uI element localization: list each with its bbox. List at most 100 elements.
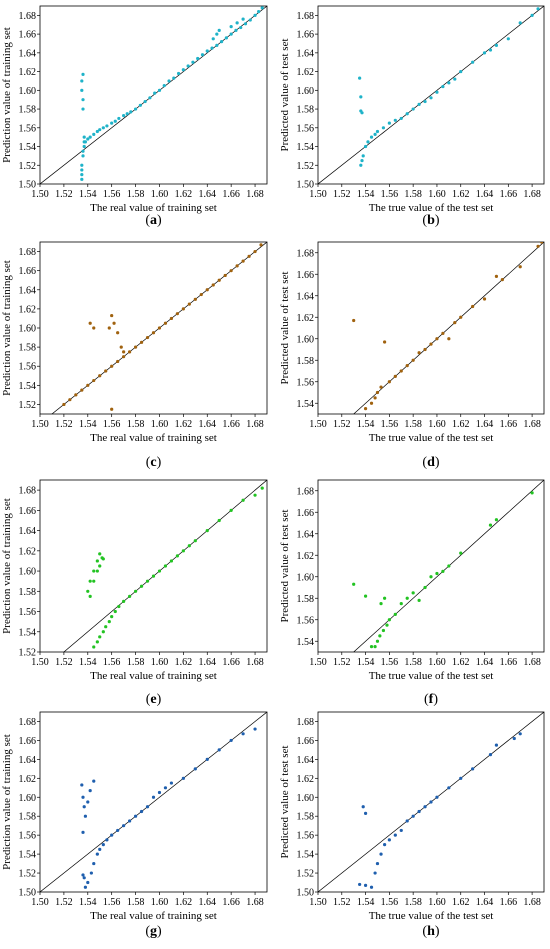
data-point	[98, 128, 102, 132]
data-point	[381, 126, 386, 130]
data-point	[488, 48, 493, 52]
data-point	[116, 828, 120, 833]
y-tick-label: 1.68	[19, 717, 37, 728]
x-tick-label: 1.56	[103, 189, 121, 200]
x-axis-label: The true value of the test set	[369, 910, 494, 922]
data-point	[86, 800, 90, 804]
x-tick-label: 1.50	[31, 897, 49, 908]
data-point	[241, 498, 245, 502]
x-tick-label: 1.56	[103, 419, 121, 430]
data-point	[369, 645, 374, 649]
x-tick-label: 1.60	[428, 189, 446, 200]
y-tick-label: 1.64	[297, 755, 315, 766]
data-point	[122, 824, 126, 828]
data-point	[193, 539, 197, 543]
data-point	[482, 297, 487, 301]
data-point	[363, 883, 368, 887]
data-point	[80, 163, 84, 167]
y-tick-label: 1.56	[297, 377, 315, 388]
data-point	[405, 819, 409, 823]
data-point	[162, 84, 166, 88]
x-tick-label: 1.62	[175, 189, 193, 200]
panel-f: 1.50 1.52 1.54 1.56 1.58 1.60 1.62 1.64 1.66 1.68…	[279, 479, 545, 707]
x-tick-label: 1.66	[500, 189, 518, 200]
panel-caption: (c)	[146, 455, 162, 470]
y-tick-label: 1.54	[297, 142, 315, 153]
data-point	[92, 569, 96, 573]
y-tick-label: 1.56	[297, 831, 315, 842]
data-point	[200, 53, 205, 57]
data-point	[360, 111, 364, 115]
y-tick-label: 1.60	[297, 793, 315, 804]
data-point	[518, 732, 522, 736]
panel-caption: (h)	[422, 924, 439, 939]
y-tick-label: 1.60	[19, 567, 37, 578]
x-tick-label: 1.62	[452, 657, 470, 668]
data-point	[494, 743, 499, 747]
data-point	[453, 77, 457, 81]
series-points	[358, 7, 540, 167]
data-point	[122, 599, 126, 604]
y-tick-label: 1.58	[297, 812, 315, 823]
data-point	[241, 259, 245, 263]
y-tick-label: 1.58	[297, 356, 315, 367]
data-point	[447, 564, 451, 568]
x-tick-label: 1.54	[79, 897, 97, 908]
x-tick-label: 1.68	[246, 897, 264, 908]
data-point	[482, 51, 487, 55]
x-tick-label: 1.62	[452, 419, 470, 430]
data-point	[92, 378, 96, 383]
x-axis-label: The true value of the test set	[369, 670, 494, 682]
y-tick-label: 1.58	[19, 587, 37, 598]
x-axis-label: The real value of training set	[90, 670, 217, 682]
data-point	[393, 612, 397, 616]
data-point	[122, 350, 126, 354]
x-tick-label: 1.60	[151, 189, 169, 200]
data-point	[536, 7, 540, 11]
x-tick-label: 1.64	[199, 419, 217, 430]
data-point	[363, 811, 368, 815]
data-point	[459, 776, 463, 780]
y-tick-label: 1.58	[19, 812, 37, 823]
data-point	[536, 244, 540, 248]
x-tick-label: 1.52	[333, 419, 351, 430]
data-point	[122, 355, 126, 359]
data-point	[375, 129, 380, 134]
data-point	[217, 748, 221, 752]
data-point	[393, 118, 397, 122]
series-points	[80, 6, 264, 181]
series-points	[80, 727, 257, 889]
data-point	[117, 604, 121, 609]
y-tick-label: 1.62	[19, 67, 37, 78]
data-point	[193, 767, 197, 771]
data-point	[540, 242, 544, 244]
data-point	[187, 544, 191, 548]
x-tick-label: 1.60	[151, 419, 169, 430]
data-point	[133, 814, 138, 818]
data-point	[361, 154, 365, 158]
data-point	[81, 154, 85, 158]
data-point	[500, 278, 504, 282]
data-point	[253, 493, 257, 497]
data-point	[243, 22, 248, 26]
plot-frame	[317, 5, 545, 185]
diagonal-line	[40, 6, 267, 184]
data-point	[366, 140, 370, 144]
data-point	[81, 149, 85, 153]
data-point	[88, 321, 92, 325]
series-points	[86, 486, 264, 649]
data-point	[235, 264, 239, 268]
plot-frame	[317, 241, 545, 415]
x-tick-label: 1.66	[222, 897, 240, 908]
data-point	[453, 321, 457, 325]
data-point	[217, 278, 221, 282]
y-tick-label: 1.50	[19, 180, 37, 191]
data-point	[429, 575, 433, 579]
data-point	[81, 107, 85, 111]
x-tick-label: 1.52	[333, 189, 351, 200]
panel-g: 1.50 1.52 1.54 1.56 1.58 1.60 1.62 1.64 1.66 1.68…	[1, 711, 268, 939]
data-point	[128, 594, 132, 598]
data-point	[441, 331, 445, 335]
data-point	[81, 72, 85, 76]
y-tick-label: 1.60	[297, 334, 315, 345]
